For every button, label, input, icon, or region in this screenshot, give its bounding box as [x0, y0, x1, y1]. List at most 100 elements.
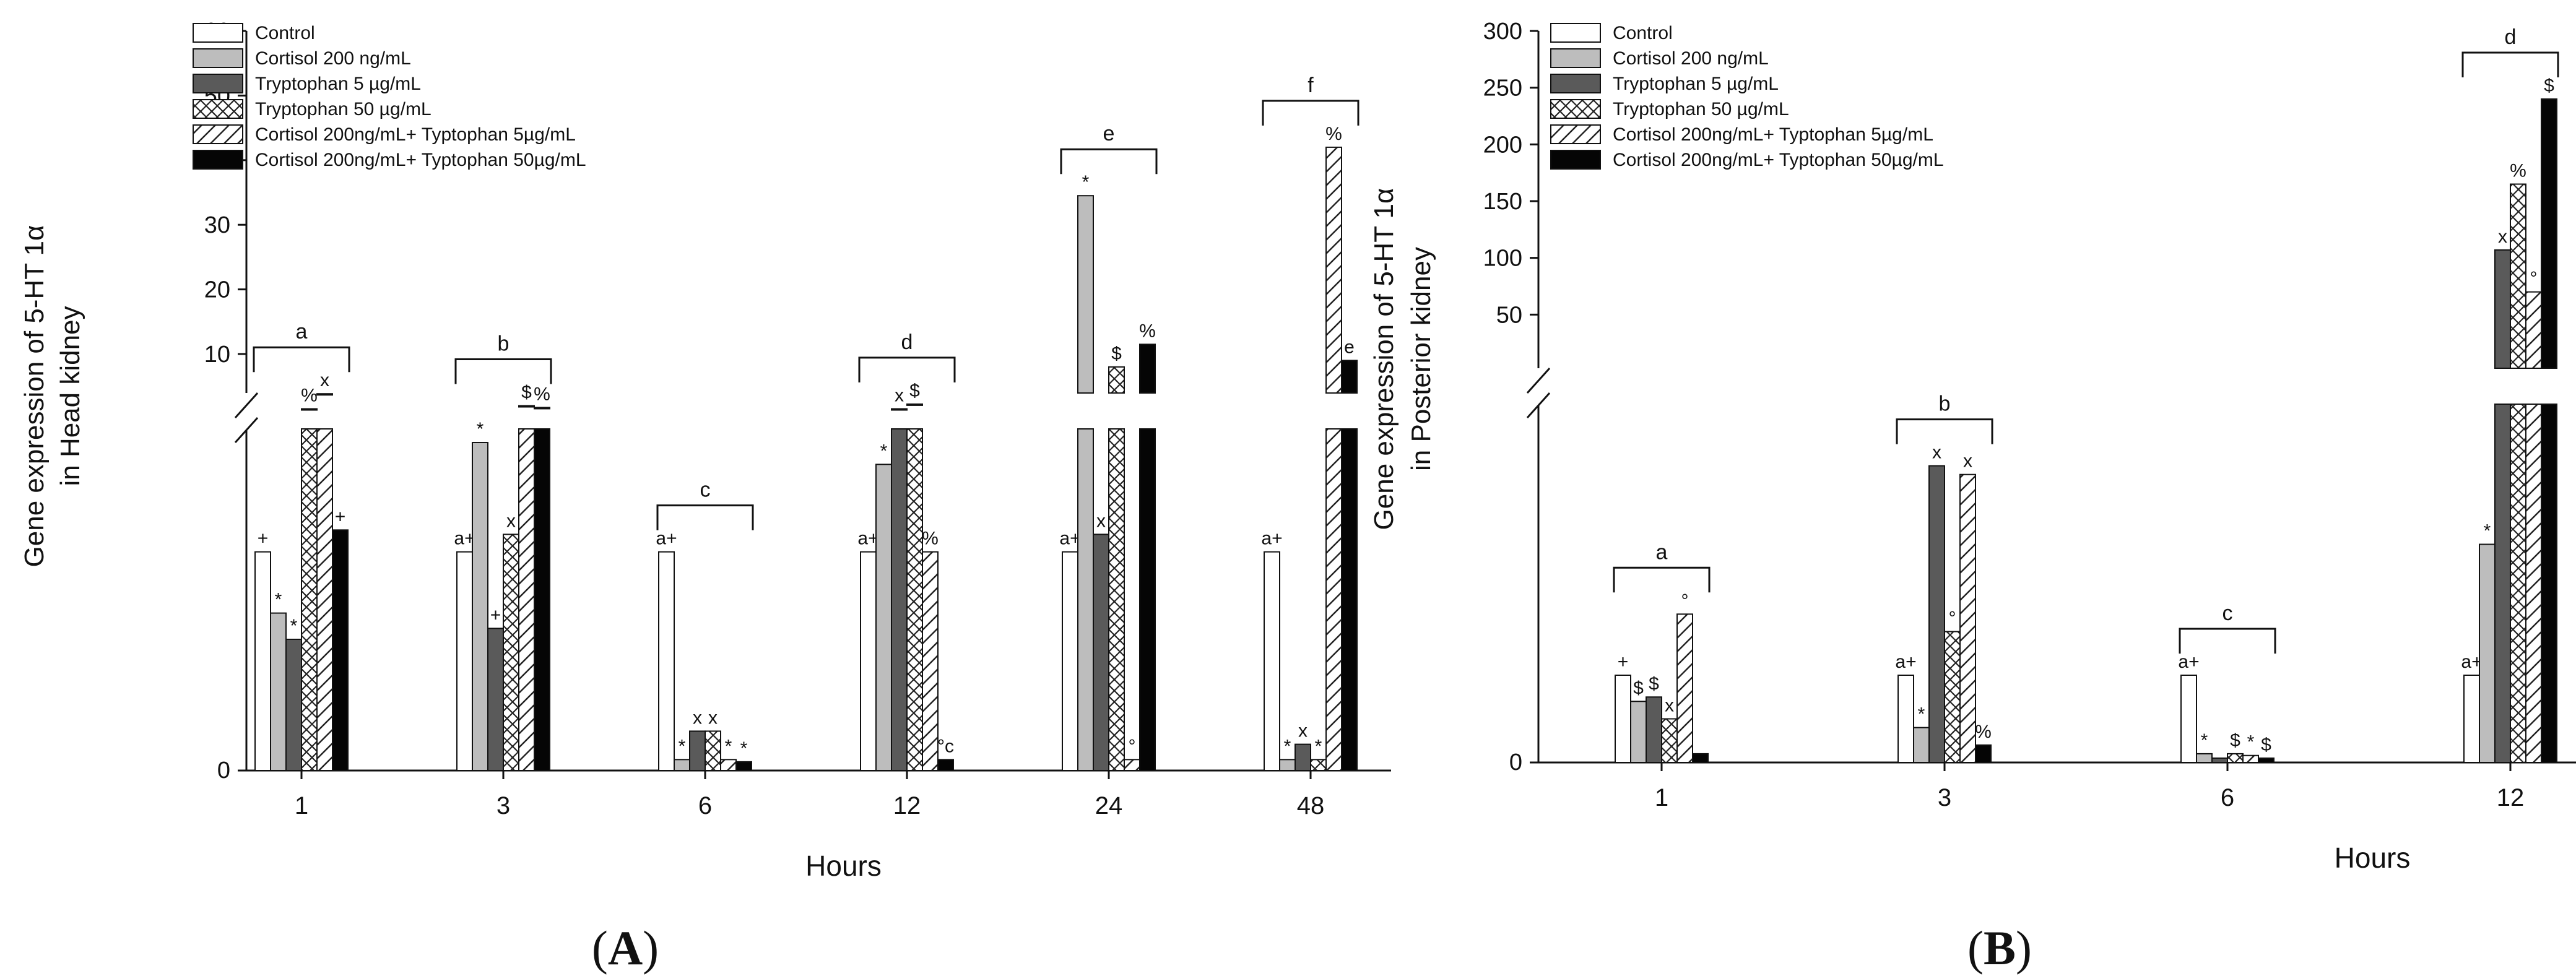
bar-significance-symbol: a+ — [857, 529, 878, 549]
x-tick-label: 48 — [1297, 792, 1325, 819]
y-tick-label: 0 — [1509, 749, 1522, 775]
bar — [1062, 551, 1078, 772]
bar — [2525, 404, 2542, 763]
legend-label: Control — [1613, 23, 1673, 43]
bar — [1325, 146, 1342, 394]
bar-significance-symbol: % — [1139, 321, 1156, 341]
bar — [720, 759, 737, 772]
bar-significance-symbol: * — [1284, 736, 1291, 756]
y-axis-title: Gene expression of 5-HT 1α — [19, 225, 50, 568]
bar-significance-symbol: ° — [1129, 736, 1136, 756]
panel-b-label-letter: B — [1984, 921, 2016, 975]
axis-break-mark — [1526, 367, 1551, 394]
bar-significance-symbol: % — [2510, 161, 2526, 181]
bar — [332, 529, 349, 771]
group-bracket — [1262, 100, 1360, 126]
bar — [1959, 473, 1976, 763]
bar — [937, 759, 954, 772]
legend-label: Tryptophan 50 µg/mL — [255, 99, 432, 119]
bar — [456, 551, 473, 772]
bar-significance-symbol: $ — [521, 382, 532, 403]
x-tick-label: 12 — [2497, 784, 2525, 811]
bar — [2258, 757, 2275, 763]
bar — [674, 759, 690, 772]
panel-a-chart: 0102030405060Gene expression of 5-HT 1αi… — [19, 19, 1391, 882]
group-letter: a — [1656, 540, 1668, 564]
bar — [2196, 753, 2213, 764]
panel-b-chart: 0 50 100 150 200 250 300 Gene expression of 5-H… — [1369, 19, 2576, 874]
group-bracket — [2461, 51, 2559, 77]
legend-label: Tryptophan 50 µg/mL — [1613, 99, 1789, 119]
panel-a-label-open: ( — [592, 921, 608, 975]
bar — [2242, 754, 2259, 763]
legend-swatch — [193, 48, 243, 68]
legend-label: Cortisol 200ng/mL+ Typtophan 5µg/mL — [255, 124, 576, 145]
group-bracket — [858, 356, 956, 382]
y-axis-title: in Posterior kidney — [1406, 247, 1436, 471]
bar — [534, 428, 550, 771]
y-tick-label: 100 — [1483, 246, 1522, 272]
bar-significance-symbol: % — [301, 386, 318, 406]
bar — [1897, 675, 1914, 763]
bar-significance-symbol: * — [2247, 732, 2255, 753]
bar-significance-symbol: * — [880, 441, 888, 461]
group-letter: c — [700, 478, 711, 502]
bar — [1341, 428, 1358, 771]
bar — [906, 428, 923, 771]
y-tick-label: 10 — [204, 342, 230, 368]
bar-significance-symbol: ° — [1949, 608, 1956, 629]
bar — [1341, 360, 1358, 394]
bar-significance-symbol: x — [895, 386, 904, 406]
bar — [301, 428, 318, 771]
bar — [735, 761, 752, 772]
group-bracket — [2179, 628, 2276, 654]
legend-swatch — [1550, 74, 1601, 93]
bar — [1124, 759, 1140, 772]
bar-significance-symbol: % — [1975, 722, 1992, 742]
bar-significance-symbol: x — [1298, 721, 1308, 741]
y-tick-label: 150 — [1483, 189, 1522, 215]
bar-significance-symbol: ° — [1681, 590, 1689, 611]
group-bracket — [1613, 566, 1711, 593]
bar — [922, 551, 939, 772]
group-bracket — [1896, 418, 1993, 444]
panel-a-label-letter: A — [608, 921, 643, 975]
bar — [1692, 753, 1709, 764]
legend-swatch — [193, 23, 243, 43]
bar — [1093, 533, 1109, 772]
panel-a-label-close: ) — [643, 921, 659, 975]
bar — [1646, 696, 1662, 763]
group-bracket — [454, 358, 552, 384]
bar-significance-symbol: $ — [2544, 76, 2554, 96]
bar-significance-symbol: x — [693, 707, 702, 728]
bar — [1615, 675, 1631, 763]
x-tick-label: 3 — [1938, 784, 1951, 811]
group-bracket — [253, 346, 350, 373]
bar — [254, 551, 271, 772]
bar — [301, 408, 318, 411]
bar-significance-symbol: $ — [2261, 735, 2271, 755]
group-bracket — [656, 504, 754, 530]
bar-significance-symbol: a+ — [454, 529, 475, 549]
y-axis-title: in Head kidney — [55, 306, 85, 486]
bar-significance-symbol: a+ — [1059, 529, 1080, 549]
bar-significance-symbol: * — [1918, 704, 1925, 725]
bar — [534, 407, 550, 410]
bar-significance-symbol: % — [922, 529, 939, 549]
bar — [1944, 631, 1961, 763]
legend-swatch — [1550, 48, 1601, 68]
axis-break-mark — [234, 392, 259, 419]
bar-significance-symbol: * — [290, 616, 298, 636]
bar — [1139, 343, 1156, 394]
x-axis-title: Hours — [2335, 842, 2411, 874]
group-letter: b — [1939, 392, 1951, 416]
bar — [285, 639, 302, 771]
axis-break-mark — [234, 417, 259, 444]
bar — [316, 428, 333, 771]
bar-significance-symbol: a+ — [1261, 529, 1282, 549]
bar-significance-symbol: x — [2498, 227, 2507, 247]
x-tick-label: 12 — [893, 792, 921, 819]
x-tick-label: 1 — [1655, 784, 1668, 811]
legend-label: Cortisol 200ng/mL+ Typtophan 5µg/mL — [1613, 124, 1933, 145]
bar — [2525, 291, 2542, 369]
